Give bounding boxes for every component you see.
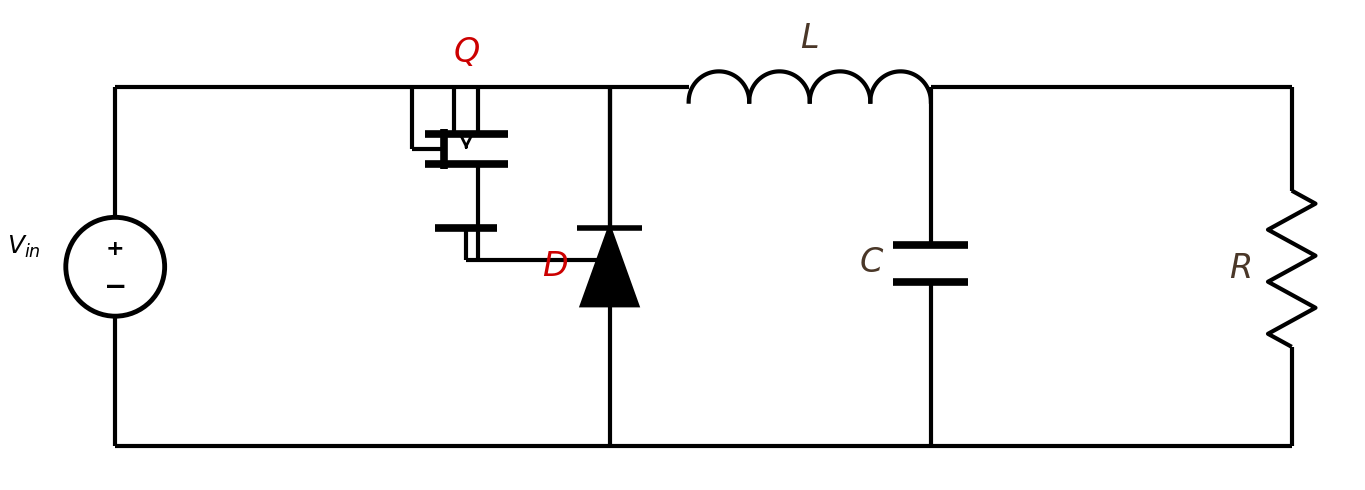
- Text: $C$: $C$: [859, 247, 885, 279]
- Text: $Q$: $Q$: [453, 36, 479, 69]
- Polygon shape: [581, 228, 637, 305]
- Text: −: −: [104, 272, 127, 300]
- Text: $V_{in}$: $V_{in}$: [7, 234, 41, 260]
- Text: $L$: $L$: [800, 24, 819, 55]
- Text: $D$: $D$: [542, 251, 568, 283]
- Text: $R$: $R$: [1230, 253, 1252, 285]
- Text: +: +: [106, 239, 124, 259]
